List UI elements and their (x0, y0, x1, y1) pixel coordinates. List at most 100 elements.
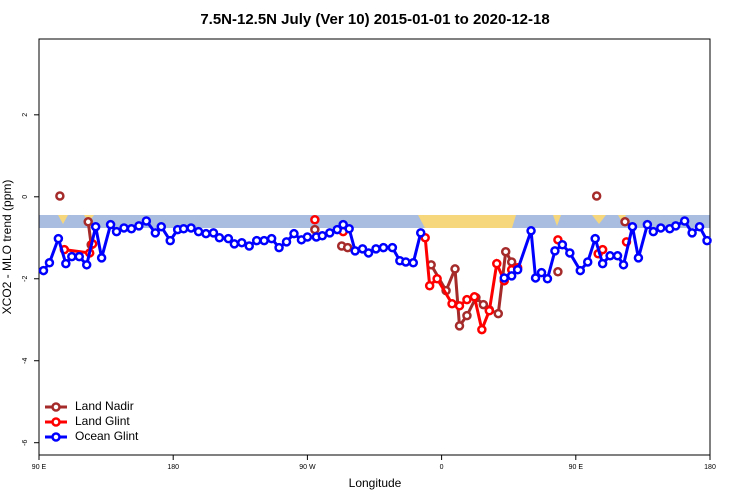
data-point (512, 264, 523, 275)
data-point (590, 233, 600, 244)
data-point (105, 219, 116, 230)
data-point (156, 221, 167, 232)
data-point (492, 258, 502, 269)
chart-title: 7.5N-12.5N July (Ver 10) 2015-01-01 to 2… (200, 11, 549, 28)
data-point (289, 228, 299, 239)
data-point (605, 251, 615, 261)
data-point (201, 228, 211, 239)
data-point (83, 217, 93, 227)
land-band (418, 215, 516, 228)
data-point (582, 257, 593, 267)
data-point (493, 308, 504, 319)
x-tick-label: 0 (440, 464, 444, 471)
data-point (96, 253, 107, 263)
data-point (237, 237, 247, 248)
y-tick-label: -6 (22, 439, 29, 445)
data-point (317, 230, 328, 241)
data-point (499, 273, 509, 283)
data-point (424, 280, 435, 291)
data-point (597, 258, 608, 269)
data-point (67, 251, 77, 262)
data-point (462, 310, 472, 321)
x-tick-label: 90 E (32, 464, 47, 471)
data-point (126, 224, 137, 234)
data-point (612, 251, 623, 261)
x-tick-label: 90 W (299, 464, 316, 471)
data-point (266, 233, 277, 244)
data-point (119, 223, 129, 233)
data-point (214, 233, 225, 243)
data-point (454, 321, 465, 331)
data-point (302, 232, 313, 242)
data-point (342, 242, 353, 253)
data-point (193, 226, 204, 237)
data-point (150, 228, 161, 238)
data-point (447, 299, 457, 309)
data-point (478, 299, 489, 310)
legend-label: Ocean Glint (75, 429, 139, 443)
data-point (530, 273, 541, 283)
x-tick-label: 90 E (569, 464, 584, 471)
data-point (325, 228, 335, 238)
data-point (656, 223, 666, 233)
data-point (310, 214, 320, 225)
data-point (542, 274, 553, 284)
x-tick-label: 180 (167, 464, 179, 471)
data-point (565, 248, 575, 258)
data-point (55, 191, 65, 201)
data-point (165, 235, 175, 246)
data-point (454, 301, 465, 311)
data-point (244, 241, 254, 251)
data-point (620, 217, 630, 227)
data-point (679, 216, 690, 226)
data-point (378, 242, 389, 253)
data-point (281, 237, 292, 247)
data-point (178, 224, 189, 234)
data-point (61, 258, 71, 269)
y-axis-label: XCO2 - MLO trend (ppm) (0, 180, 14, 315)
data-point (484, 305, 495, 316)
data-point (633, 253, 644, 263)
data-point (469, 292, 480, 302)
data-point (553, 267, 563, 277)
data-point (526, 226, 536, 236)
legend-label: Land Nadir (75, 399, 134, 413)
data-point (591, 191, 602, 201)
data-point (415, 228, 426, 238)
data-point (506, 271, 517, 281)
data-point (687, 228, 697, 238)
data-point (500, 246, 511, 257)
data-point (550, 246, 560, 256)
data-point (74, 251, 85, 262)
data-point (259, 235, 269, 246)
data-point (702, 235, 712, 246)
data-point (575, 265, 586, 276)
legend-label: Land Glint (75, 414, 130, 428)
data-point (81, 260, 92, 270)
data-point (223, 233, 234, 244)
data-point (134, 221, 144, 231)
data-point (208, 228, 219, 238)
x-axis-label: Longitude (349, 476, 402, 490)
y-tick-label: 2 (22, 113, 29, 117)
data-point (274, 242, 284, 253)
y-tick-label: -4 (22, 358, 29, 364)
data-point (363, 248, 374, 258)
land-band (592, 215, 606, 224)
data-point (401, 257, 411, 267)
data-point (627, 221, 638, 232)
y-tick-label: -2 (22, 276, 29, 282)
data-point (642, 219, 653, 230)
data-point (344, 224, 354, 234)
legend-marker (51, 417, 61, 427)
y-tick-label: 0 (22, 195, 29, 199)
data-point (53, 233, 64, 244)
legend-marker (51, 402, 61, 412)
x-tick-label: 180 (704, 464, 716, 471)
legend-marker (51, 432, 61, 442)
data-point (432, 274, 442, 284)
data-point (477, 324, 487, 335)
data-point (338, 219, 348, 230)
land-band (553, 215, 561, 226)
data-point (38, 265, 49, 276)
